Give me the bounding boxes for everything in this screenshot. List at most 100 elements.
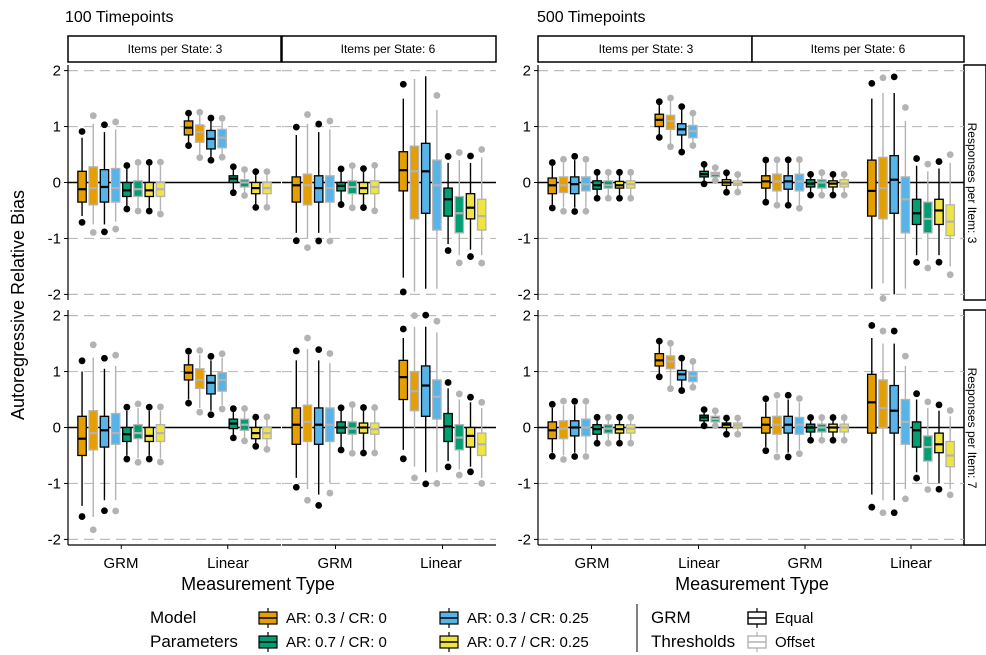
- outlier: [315, 237, 323, 245]
- box-grm-7: [144, 158, 155, 215]
- y-tick-label: 0: [523, 175, 531, 192]
- outlier: [807, 170, 814, 178]
- y-tick-label: 1: [523, 364, 531, 381]
- box-grm-4: [794, 395, 805, 458]
- outlier: [689, 109, 697, 117]
- outlier: [326, 237, 334, 245]
- outlier: [185, 109, 192, 117]
- panel-2: [282, 69, 496, 296]
- box-grm-8: [369, 161, 380, 215]
- outlier: [593, 168, 601, 176]
- outlier: [263, 413, 271, 421]
- box: [465, 193, 476, 220]
- outlier: [711, 164, 719, 172]
- outlier: [784, 201, 792, 209]
- outlier: [422, 480, 430, 488]
- box-linear-3: [420, 76, 431, 289]
- outlier: [348, 401, 356, 408]
- box-linear-7: [934, 401, 944, 493]
- box-linear-3: [420, 311, 431, 488]
- box-grm-5: [592, 413, 602, 447]
- box-linear-4: [900, 104, 911, 289]
- outlier: [218, 114, 226, 122]
- box-grm-4: [110, 118, 121, 233]
- outlier: [818, 436, 826, 444]
- box-linear-3: [889, 327, 900, 517]
- outlier: [478, 480, 486, 487]
- outlier: [101, 121, 108, 129]
- outlier: [913, 474, 920, 482]
- box: [889, 154, 900, 214]
- box: [110, 167, 121, 203]
- box: [816, 179, 827, 189]
- box: [432, 159, 442, 231]
- box-grm-3: [783, 156, 794, 209]
- outlier: [784, 156, 792, 164]
- outlier: [337, 165, 345, 173]
- box: [144, 426, 155, 443]
- box-grm-7: [144, 403, 155, 463]
- box: [878, 379, 888, 429]
- box: [558, 420, 569, 440]
- outlier: [667, 94, 674, 102]
- outlier: [467, 393, 474, 401]
- box: [443, 187, 453, 217]
- outlier: [868, 79, 876, 87]
- outlier: [252, 203, 260, 211]
- outlier: [315, 346, 323, 354]
- box: [866, 373, 877, 434]
- outlier: [924, 398, 932, 406]
- outlier: [700, 160, 708, 168]
- box-linear-5: [699, 406, 709, 430]
- box-grm-8: [839, 414, 850, 444]
- outlier: [252, 442, 260, 450]
- box-grm-5: [336, 404, 346, 454]
- outlier: [734, 430, 742, 438]
- box-grm-5: [122, 403, 132, 463]
- box-linear-8: [262, 168, 272, 211]
- x-tick-linear-3: Linear: [678, 555, 720, 572]
- box-linear-6: [922, 160, 933, 272]
- box-linear-2: [665, 339, 676, 393]
- box-grm-4: [794, 156, 805, 212]
- outlier: [879, 295, 887, 302]
- outlier: [292, 483, 300, 491]
- outlier: [399, 80, 407, 88]
- outlier: [433, 317, 441, 325]
- box-grm-8: [625, 168, 636, 202]
- outlier: [593, 439, 601, 447]
- box-linear-1: [183, 109, 194, 149]
- outlier: [935, 485, 943, 493]
- box: [133, 424, 143, 440]
- outlier: [157, 158, 164, 166]
- box: [88, 166, 99, 206]
- outlier: [946, 271, 954, 279]
- outlier: [818, 414, 826, 421]
- outlier: [627, 413, 635, 421]
- x-axis-label-left: Measurement Type: [181, 574, 335, 594]
- outlier: [360, 404, 367, 411]
- outlier: [655, 98, 663, 106]
- outlier: [134, 207, 142, 215]
- outlier: [360, 165, 367, 173]
- outlier: [924, 160, 932, 168]
- box-linear-6: [239, 405, 250, 445]
- box-grm-2: [302, 334, 313, 504]
- outlier: [655, 373, 663, 381]
- box: [911, 421, 922, 448]
- box-linear-2: [665, 94, 676, 151]
- box-grm-6: [133, 400, 143, 466]
- facet-title-4: Items per State: 6: [811, 42, 906, 56]
- box: [99, 415, 110, 448]
- box-grm-3: [99, 354, 110, 515]
- legend-model-title-1: Model: [150, 608, 196, 627]
- legend-grm-item-offset: Offset: [775, 634, 816, 651]
- outlier: [292, 123, 300, 131]
- outlier: [829, 170, 837, 178]
- outlier: [123, 205, 131, 213]
- x-tick-grm-4: GRM: [788, 555, 823, 572]
- outlier: [723, 430, 730, 438]
- box-linear-4: [688, 357, 698, 391]
- outlier: [478, 259, 486, 267]
- outlier: [78, 218, 86, 226]
